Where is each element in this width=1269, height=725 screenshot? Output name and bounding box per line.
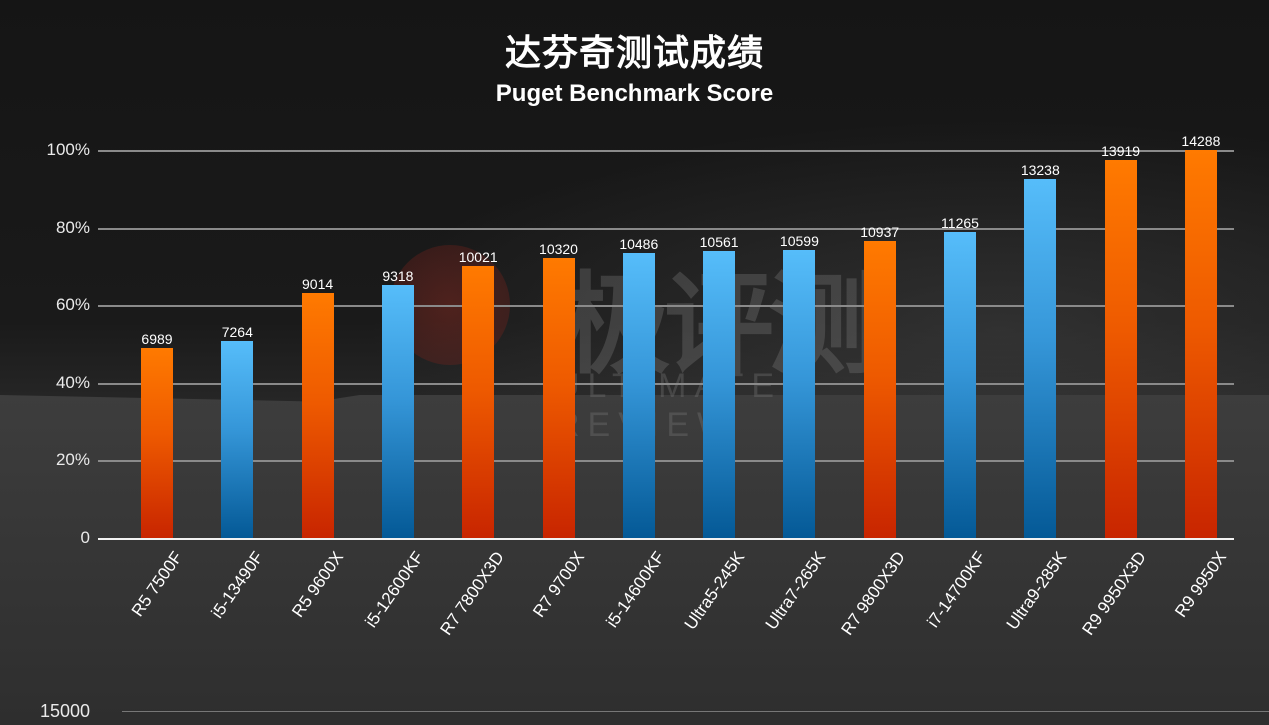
- y-tick-label: 20%: [55, 450, 90, 470]
- bar-i5-13490f: [221, 340, 254, 538]
- gridline: [98, 460, 1234, 463]
- gridline: [98, 150, 1234, 152]
- bar-r9-9950x: [1184, 150, 1217, 538]
- bar-i5-12600kf: [381, 284, 414, 538]
- bar-ultra7-265k: [783, 250, 816, 538]
- bar-value-label: 9014: [302, 276, 334, 293]
- chart-title: 达芬奇测试成绩: [504, 33, 764, 74]
- chart-subtitle: Puget Benchmark Score: [495, 80, 774, 107]
- bar-value-label: 7264: [221, 323, 253, 340]
- next-chart-y-tick: 15000: [40, 701, 91, 721]
- bar-value-label: 6989: [141, 331, 173, 348]
- y-tick-label: 40%: [55, 372, 90, 392]
- bar-value-label: 10486: [619, 236, 659, 253]
- bar-r9-9950x3d: [1104, 160, 1137, 538]
- bar-r7-7800x3d: [462, 265, 495, 538]
- gridline: [98, 305, 1234, 308]
- next-chart-gridline: [122, 711, 1269, 712]
- bar-value-label: 9318: [382, 267, 414, 284]
- bar-ultra9-285k: [1024, 178, 1057, 538]
- bar-r5-7500f: [141, 348, 173, 538]
- bar-r7-9700x: [542, 257, 575, 538]
- bar-value-label: 13919: [1101, 143, 1141, 160]
- bar-i5-14600kf: [622, 253, 655, 538]
- y-tick-label: 100%: [46, 140, 90, 159]
- gridline: [98, 227, 1234, 230]
- bar-ultra5-245k: [703, 251, 736, 538]
- plot-area: 6989 7264 9014 9318 10021 10320 10486 10561 1059…: [98, 133, 1234, 540]
- bar-value-label: 10599: [779, 233, 819, 250]
- bar-value-label: 10320: [539, 240, 578, 257]
- y-tick-label: 60%: [55, 295, 90, 315]
- bar-value-label: 10021: [458, 248, 498, 265]
- bar-r7-9800x3d: [863, 241, 896, 538]
- bar-value-label: 10561: [699, 234, 739, 251]
- bar-value-label: 13238: [1020, 161, 1060, 178]
- y-tick-label: 0: [80, 528, 90, 547]
- bar-i7-14700kf: [944, 232, 976, 538]
- bar-value-label: 11265: [941, 215, 979, 232]
- bar-value-label: 14288: [1181, 133, 1221, 149]
- gridline: [98, 382, 1234, 385]
- x-axis-line: [98, 538, 1234, 540]
- bar-value-label: 10937: [860, 223, 900, 240]
- y-tick-label: 80%: [55, 217, 90, 237]
- bar-r5-9600x: [301, 293, 334, 538]
